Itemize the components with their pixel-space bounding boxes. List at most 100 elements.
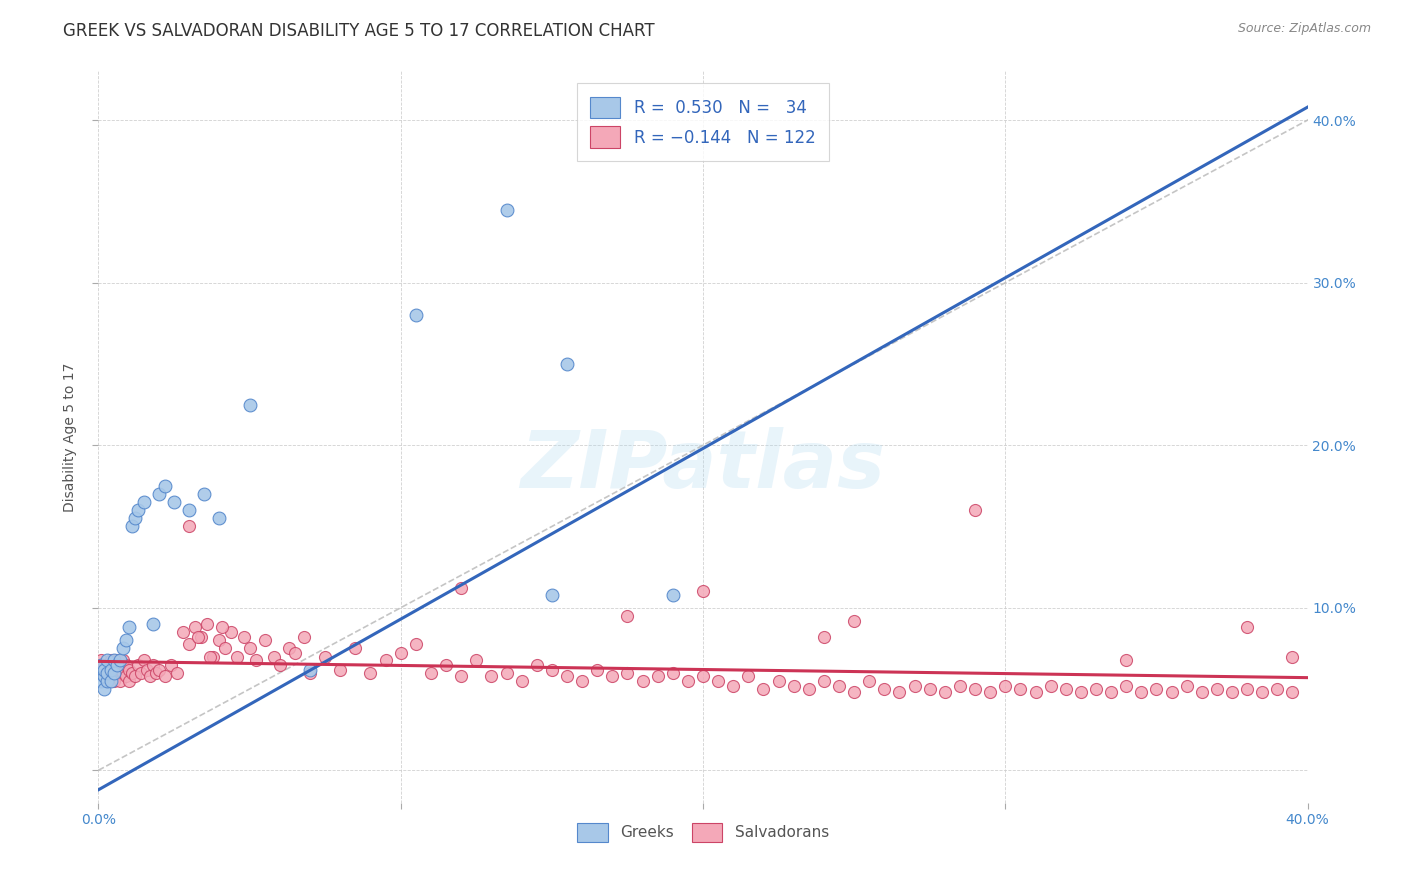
Point: [586, 663, 609, 677]
Point: [148, 487, 170, 501]
Point: [873, 681, 896, 696]
Point: [813, 630, 835, 644]
Point: [299, 663, 322, 677]
Point: [1099, 685, 1122, 699]
Point: [114, 669, 136, 683]
Point: [918, 681, 941, 696]
Text: Source: ZipAtlas.com: Source: ZipAtlas.com: [1237, 22, 1371, 36]
Point: [329, 663, 352, 677]
Point: [1220, 685, 1243, 699]
Point: [239, 641, 262, 656]
Point: [90, 665, 112, 680]
Point: [616, 608, 638, 623]
Point: [142, 657, 165, 672]
Point: [1236, 620, 1258, 634]
Point: [100, 663, 122, 677]
Point: [540, 588, 562, 602]
Point: [292, 630, 315, 644]
Point: [450, 669, 472, 683]
Point: [202, 649, 225, 664]
Point: [858, 673, 880, 688]
Point: [105, 657, 128, 672]
Point: [994, 679, 1017, 693]
Point: [965, 503, 987, 517]
Point: [211, 620, 233, 634]
Point: [1206, 681, 1229, 696]
Point: [1070, 685, 1092, 699]
Point: [108, 663, 131, 677]
Point: [253, 633, 276, 648]
Point: [93, 669, 115, 683]
Point: [277, 641, 299, 656]
Point: [692, 669, 714, 683]
Point: [103, 663, 125, 677]
Point: [1267, 681, 1289, 696]
Point: [676, 673, 699, 688]
Point: [103, 653, 125, 667]
Point: [121, 665, 143, 680]
Point: [142, 617, 165, 632]
Point: [405, 308, 427, 322]
Point: [245, 653, 267, 667]
Point: [132, 653, 155, 667]
Point: [96, 673, 118, 688]
Point: [555, 669, 578, 683]
Point: [135, 663, 157, 677]
Point: [1160, 685, 1182, 699]
Point: [269, 657, 291, 672]
Point: [360, 665, 382, 680]
Point: [179, 519, 201, 533]
Point: [118, 673, 141, 688]
Point: [153, 479, 176, 493]
Point: [105, 665, 128, 680]
Point: [124, 669, 146, 683]
Point: [1281, 649, 1303, 664]
Point: [103, 673, 125, 688]
Point: [965, 681, 987, 696]
Point: [190, 630, 212, 644]
Point: [844, 685, 866, 699]
Point: [118, 663, 141, 677]
Point: [1251, 685, 1274, 699]
Legend: Greeks, Salvadorans: Greeks, Salvadorans: [571, 817, 835, 847]
Point: [121, 519, 143, 533]
Point: [602, 669, 624, 683]
Point: [631, 673, 654, 688]
Text: GREEK VS SALVADORAN DISABILITY AGE 5 TO 17 CORRELATION CHART: GREEK VS SALVADORAN DISABILITY AGE 5 TO …: [63, 22, 655, 40]
Point: [172, 625, 194, 640]
Point: [284, 646, 307, 660]
Point: [1039, 679, 1062, 693]
Point: [93, 663, 115, 677]
Point: [1054, 681, 1077, 696]
Point: [111, 641, 134, 656]
Point: [127, 657, 149, 672]
Point: [96, 673, 118, 688]
Point: [139, 669, 162, 683]
Point: [828, 679, 851, 693]
Y-axis label: Disability Age 5 to 17: Disability Age 5 to 17: [63, 362, 77, 512]
Point: [661, 665, 683, 680]
Point: [96, 665, 118, 680]
Point: [195, 617, 218, 632]
Point: [389, 646, 412, 660]
Point: [844, 614, 866, 628]
Point: [114, 657, 136, 672]
Point: [434, 657, 457, 672]
Point: [495, 665, 517, 680]
Point: [904, 679, 927, 693]
Point: [495, 202, 517, 217]
Point: [90, 653, 112, 667]
Point: [374, 653, 396, 667]
Point: [299, 665, 322, 680]
Point: [889, 685, 911, 699]
Point: [934, 685, 956, 699]
Point: [692, 584, 714, 599]
Point: [163, 495, 186, 509]
Point: [737, 669, 759, 683]
Point: [481, 669, 503, 683]
Point: [93, 657, 115, 672]
Point: [1281, 685, 1303, 699]
Point: [221, 625, 243, 640]
Point: [616, 665, 638, 680]
Point: [797, 681, 820, 696]
